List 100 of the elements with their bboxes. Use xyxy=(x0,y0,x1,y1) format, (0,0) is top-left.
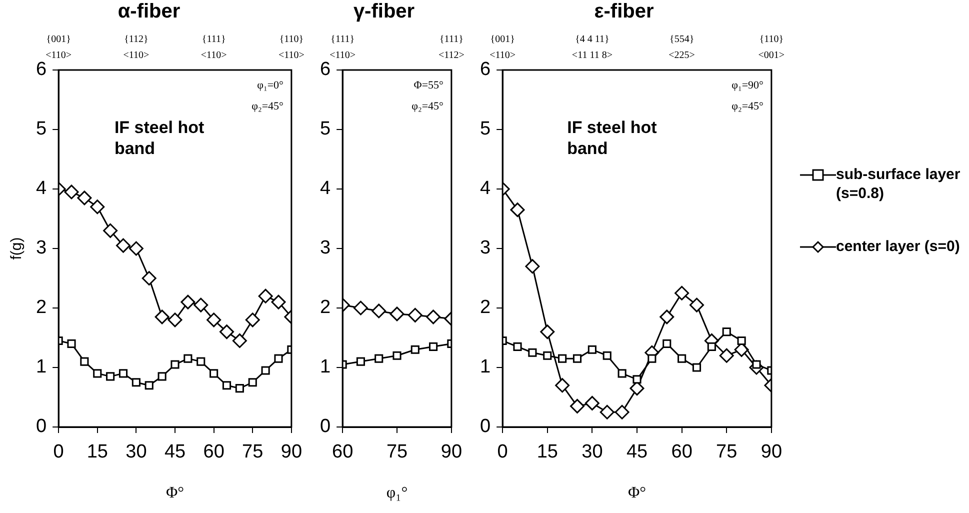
text: {110} <110> xyxy=(278,34,305,61)
point xyxy=(513,342,522,351)
point xyxy=(572,354,582,363)
legend-label: center layer (s=0) xyxy=(836,237,961,256)
point xyxy=(662,339,672,348)
annotation: φ₁=0° xyxy=(257,79,284,92)
x-tick-label: 30 xyxy=(126,442,147,463)
x-tick-label: 75 xyxy=(242,442,264,463)
point xyxy=(170,360,180,369)
y-tick-label: 0 xyxy=(480,416,491,438)
x-axis-title: Φ° xyxy=(166,484,184,502)
text: {001} <110> xyxy=(490,34,516,61)
point xyxy=(271,294,286,310)
point xyxy=(93,369,102,378)
y-tick-label: 0 xyxy=(36,416,47,438)
text: {001} <110> xyxy=(46,34,72,61)
point xyxy=(584,396,600,410)
point xyxy=(674,286,690,300)
point xyxy=(64,184,79,200)
chart-title: α-fiber xyxy=(118,0,180,23)
point xyxy=(678,354,686,363)
x-tick-label: 0 xyxy=(53,442,64,463)
point xyxy=(245,312,260,328)
chart-title: ε-fiber xyxy=(594,0,654,23)
point xyxy=(408,308,422,322)
y-tick-label: 3 xyxy=(320,238,331,259)
annotation: IF steel hot band xyxy=(567,118,658,158)
point xyxy=(588,345,596,354)
point xyxy=(77,190,92,206)
x-tick-label: 60 xyxy=(671,442,692,463)
y-tick-label: 1 xyxy=(36,356,47,378)
annotation: φ₂=45° xyxy=(732,100,764,112)
point xyxy=(600,404,614,420)
point xyxy=(690,298,704,312)
x-tick-label: 15 xyxy=(536,442,558,463)
point xyxy=(353,300,368,316)
point xyxy=(707,342,716,351)
text: {110} <001> xyxy=(758,34,785,61)
chart-title: γ-fiber xyxy=(353,0,415,23)
point xyxy=(372,304,386,318)
point xyxy=(390,306,404,322)
annotation: φ₂=45° xyxy=(412,100,444,112)
point xyxy=(618,369,626,378)
x-tick-label: 90 xyxy=(280,442,302,463)
y-tick-label: 6 xyxy=(36,59,47,80)
point xyxy=(525,259,540,274)
point xyxy=(648,354,656,363)
point xyxy=(222,381,232,390)
y-tick-label: 3 xyxy=(480,238,491,259)
point xyxy=(194,298,208,312)
annotation: Φ=55° xyxy=(414,79,444,92)
x-tick-label: 75 xyxy=(386,442,408,463)
point xyxy=(196,357,206,366)
point xyxy=(206,312,222,328)
x-tick-label: 75 xyxy=(716,442,738,463)
point xyxy=(220,324,234,340)
x-tick-label: 60 xyxy=(203,442,224,463)
point xyxy=(558,354,567,363)
x-tick-label: 90 xyxy=(760,442,782,463)
x-tick-label: 0 xyxy=(497,442,508,463)
y-tick-label: 1 xyxy=(320,356,331,378)
point xyxy=(103,223,118,238)
annotation: φ₁=90° xyxy=(732,79,764,92)
y-tick-label: 4 xyxy=(320,178,331,200)
point xyxy=(543,351,552,360)
x-tick-label: 90 xyxy=(440,442,462,463)
point xyxy=(180,294,196,310)
y-axis-title: f(g) xyxy=(8,237,26,260)
point xyxy=(722,328,731,336)
y-tick-label: 1 xyxy=(480,356,491,378)
legend-label: sub-surface layer (s=0.8) xyxy=(836,165,961,203)
point xyxy=(210,369,218,378)
point xyxy=(144,381,154,390)
point xyxy=(132,378,140,387)
point xyxy=(570,398,584,414)
point xyxy=(232,333,247,348)
point xyxy=(392,351,402,360)
point xyxy=(632,375,642,384)
point xyxy=(737,336,746,346)
point xyxy=(356,357,365,366)
point xyxy=(80,357,89,366)
x-tick-label: 15 xyxy=(86,442,108,463)
point xyxy=(555,378,570,393)
x-tick-label: 45 xyxy=(626,442,648,463)
x-axis-title: φ₁° xyxy=(386,484,408,502)
y-tick-label: 5 xyxy=(480,118,491,140)
text: {111} <110> xyxy=(200,34,228,61)
point xyxy=(510,202,525,218)
point xyxy=(429,342,438,351)
y-tick-label: 2 xyxy=(480,297,491,318)
point xyxy=(258,288,273,304)
annotation: IF steel hot band xyxy=(114,118,205,158)
point xyxy=(116,238,130,253)
text: {112} <110> xyxy=(123,34,150,61)
point xyxy=(168,312,182,328)
y-tick-label: 6 xyxy=(320,59,331,80)
text: {554} <225> xyxy=(668,34,696,61)
point xyxy=(158,372,166,381)
point xyxy=(410,345,420,354)
y-tick-label: 2 xyxy=(320,297,331,318)
